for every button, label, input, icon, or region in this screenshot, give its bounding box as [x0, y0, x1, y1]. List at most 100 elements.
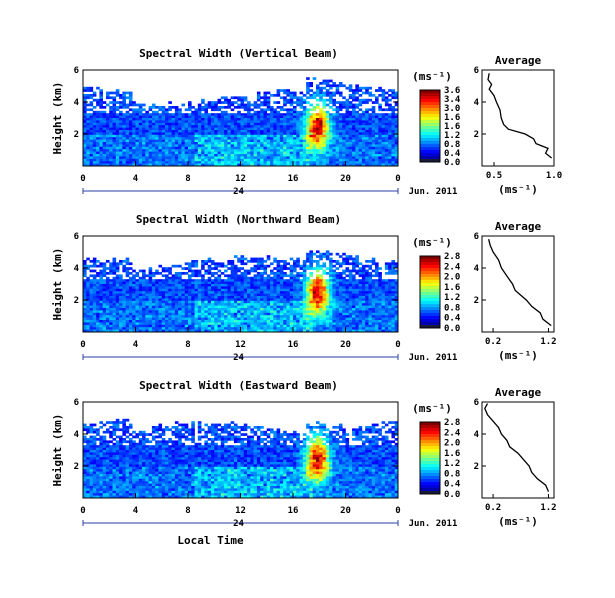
heatmap-cell	[355, 146, 359, 150]
heatmap-cell	[191, 327, 195, 330]
heatmap-cell	[306, 163, 310, 167]
heatmap-cell	[142, 113, 146, 116]
heatmap-cell	[158, 291, 163, 294]
heatmap-cell	[102, 303, 107, 306]
heatmap-cell	[230, 281, 235, 285]
heatmap-cell	[296, 317, 300, 321]
heatmap-cell	[283, 274, 287, 278]
heatmap-cell	[135, 127, 140, 131]
heatmap-cell	[253, 149, 258, 152]
heatmap-cell	[92, 303, 97, 306]
heatmap-cell	[197, 310, 202, 314]
heatmap-cell	[329, 276, 333, 280]
heatmap-cell	[220, 122, 225, 126]
heatmap-cell	[135, 154, 140, 157]
heatmap-cell	[128, 156, 133, 160]
heatmap-cell	[276, 125, 281, 128]
heatmap-cell	[102, 288, 107, 292]
heatmap-cell	[119, 134, 123, 138]
heatmap-cell	[293, 267, 297, 270]
heatmap-cell	[266, 139, 271, 143]
heatmap-cell	[263, 298, 268, 302]
heatmap-cell	[230, 310, 235, 314]
heatmap-cell	[214, 291, 218, 294]
heatmap-cell	[155, 308, 159, 311]
heatmap-cell	[283, 134, 287, 138]
heatmap-cell	[128, 296, 133, 299]
heatmap-cell	[361, 144, 366, 148]
heatmap-cell	[86, 279, 90, 282]
heatmap-cell	[240, 267, 245, 270]
heatmap-cell	[319, 305, 323, 309]
heatmap-cell	[168, 101, 172, 104]
heatmap-cell	[348, 317, 353, 321]
heatmap-cell	[171, 276, 176, 280]
heatmap-cell	[361, 137, 366, 140]
heatmap-cell	[230, 115, 235, 119]
heatmap-cell	[191, 291, 195, 294]
heatmap-cell	[322, 291, 327, 294]
heatmap-cell	[122, 156, 126, 160]
heatmap-cell	[138, 163, 143, 167]
heatmap-cell	[210, 130, 215, 133]
heatmap-cell	[148, 137, 153, 140]
heatmap-cell	[315, 120, 320, 124]
heatmap-cell	[151, 151, 156, 155]
heatmap-cell	[329, 94, 333, 97]
heatmap-cell	[299, 115, 304, 119]
heatmap-cell	[184, 327, 189, 330]
heatmap-cell	[96, 120, 100, 124]
heatmap-cell	[329, 303, 333, 306]
heatmap-cell	[352, 115, 356, 119]
heatmap-cell	[365, 98, 369, 102]
heatmap-cell	[201, 276, 205, 280]
heatmap-cell	[237, 322, 241, 326]
heatmap-cell	[391, 130, 396, 133]
heatmap-cell	[293, 139, 297, 143]
heatmap-cell	[99, 298, 103, 302]
heatmap-cell	[174, 110, 179, 114]
heatmap-cell	[145, 291, 149, 294]
heatmap-cell	[286, 317, 291, 321]
heatmap-cell	[289, 269, 294, 273]
heatmap-cell	[227, 151, 231, 155]
heatmap-cell	[276, 260, 281, 263]
heatmap-cell	[230, 300, 235, 304]
heatmap-cell	[122, 115, 126, 119]
heatmap-cell	[345, 110, 350, 114]
heatmap-cell	[384, 156, 389, 160]
heatmap-cell	[319, 142, 323, 145]
heatmap-cell	[181, 329, 186, 333]
heatmap-cell	[378, 151, 382, 155]
heatmap-cell	[109, 281, 113, 285]
heatmap-cell	[329, 284, 333, 287]
heatmap-cell	[99, 322, 103, 326]
heatmap-cell	[348, 312, 353, 316]
heatmap-cell	[138, 106, 143, 109]
heatmap-cell	[263, 120, 268, 124]
heatmap-cell	[361, 139, 366, 143]
heatmap-cell	[378, 120, 382, 124]
heatmap-cell	[165, 269, 169, 273]
heatmap-cell	[148, 317, 153, 321]
heatmap-cell	[332, 161, 336, 164]
heatmap-cell	[102, 269, 107, 273]
heatmap-cell	[237, 113, 241, 116]
heatmap-cell	[158, 329, 163, 333]
heatmap-cell	[394, 127, 399, 131]
heatmap-cell	[214, 120, 218, 124]
heatmap-cell	[233, 279, 238, 282]
heatmap-cell	[348, 272, 353, 275]
heatmap-cell	[148, 310, 153, 314]
heatmap-cell	[214, 156, 218, 160]
heatmap-cell	[174, 305, 179, 309]
heatmap-cell	[233, 317, 238, 321]
heatmap-cell	[233, 305, 238, 309]
heatmap-cell	[201, 327, 205, 330]
heatmap-cell	[322, 139, 327, 143]
heatmap-cell	[250, 144, 254, 148]
heatmap-cell	[92, 269, 97, 273]
heatmap-cell	[135, 312, 140, 316]
heatmap-cell	[155, 303, 159, 306]
heatmap-cell	[230, 274, 235, 278]
